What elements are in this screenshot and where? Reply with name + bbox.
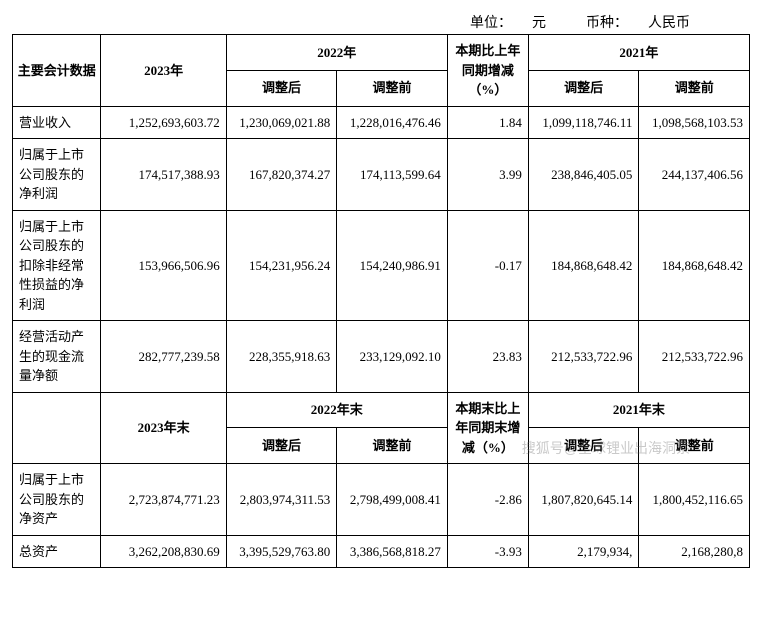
col-2021e-adj-before: 调整前 <box>639 428 750 464</box>
table-row: 归属于上市公司股东的净利润 174,517,388.93 167,820,374… <box>13 139 750 211</box>
col-2022e-adj-before: 调整前 <box>337 428 448 464</box>
col-header-2021: 2021年 <box>528 35 749 71</box>
col-header-delta-end: 本期末比上年同期末增减（%） <box>447 392 528 464</box>
table-row: 经营活动产生的现金流量净额 282,777,239.58 228,355,918… <box>13 321 750 393</box>
table-meta: 单位：元 币种：人民币 <box>12 12 750 32</box>
cell: 1,230,069,021.88 <box>226 106 337 139</box>
col-2022e-adj-after: 调整后 <box>226 428 337 464</box>
row-label: 归属于上市公司股东的净利润 <box>13 139 101 211</box>
cell: -2.86 <box>447 464 528 536</box>
table-row: 归属于上市公司股东的净资产 2,723,874,771.23 2,803,974… <box>13 464 750 536</box>
col-2021-adj-before: 调整前 <box>639 70 750 106</box>
cell: 174,517,388.93 <box>101 139 226 211</box>
table-row: 总资产 3,262,208,830.69 3,395,529,763.80 3,… <box>13 535 750 568</box>
cell: 1,800,452,116.65 <box>639 464 750 536</box>
cell: 1,098,568,103.53 <box>639 106 750 139</box>
cell: 212,533,722.96 <box>639 321 750 393</box>
cell: 174,113,599.64 <box>337 139 448 211</box>
cell: 154,231,956.24 <box>226 210 337 321</box>
cell: 3.99 <box>447 139 528 211</box>
col-header-2023: 2023年 <box>101 35 226 107</box>
col-header-blank <box>13 392 101 464</box>
cell: 1,807,820,645.14 <box>528 464 639 536</box>
cell: 167,820,374.27 <box>226 139 337 211</box>
cell: 2,803,974,311.53 <box>226 464 337 536</box>
cell: 23.83 <box>447 321 528 393</box>
cell: 244,137,406.56 <box>639 139 750 211</box>
cell: 153,966,506.96 <box>101 210 226 321</box>
cell: 1.84 <box>447 106 528 139</box>
col-2021-adj-after: 调整后 <box>528 70 639 106</box>
cell: 2,168,280,8 <box>639 535 750 568</box>
cell: 228,355,918.63 <box>226 321 337 393</box>
cell: 3,262,208,830.69 <box>101 535 226 568</box>
cell: 2,179,934, <box>528 535 639 568</box>
cell: 212,533,722.96 <box>528 321 639 393</box>
col-header-delta: 本期比上年同期增减（%） <box>447 35 528 107</box>
col-2021e-adj-after: 调整后 <box>528 428 639 464</box>
cell: 184,868,648.42 <box>528 210 639 321</box>
col-header-2023-end: 2023年末 <box>101 392 226 464</box>
header-row-3: 2023年末 2022年末 本期末比上年同期末增减（%） 2021年末 <box>13 392 750 428</box>
cell: 233,129,092.10 <box>337 321 448 393</box>
cell: 238,846,405.05 <box>528 139 639 211</box>
cell: 2,723,874,771.23 <box>101 464 226 536</box>
cell: 2,798,499,008.41 <box>337 464 448 536</box>
cell: 282,777,239.58 <box>101 321 226 393</box>
row-label: 归属于上市公司股东的净资产 <box>13 464 101 536</box>
cell: 1,099,118,746.11 <box>528 106 639 139</box>
cell: -3.93 <box>447 535 528 568</box>
cell: 1,228,016,476.46 <box>337 106 448 139</box>
col-header-2021-end: 2021年末 <box>528 392 749 428</box>
row-label: 总资产 <box>13 535 101 568</box>
cell: 3,395,529,763.80 <box>226 535 337 568</box>
col-header-main: 主要会计数据 <box>13 35 101 107</box>
cell: 3,386,568,818.27 <box>337 535 448 568</box>
financial-table: 主要会计数据 2023年 2022年 本期比上年同期增减（%） 2021年 调整… <box>12 34 750 568</box>
cell: 184,868,648.42 <box>639 210 750 321</box>
col-2022-adj-before: 调整前 <box>337 70 448 106</box>
col-header-2022: 2022年 <box>226 35 447 71</box>
unit-label: 单位：元 <box>450 12 546 32</box>
row-label: 经营活动产生的现金流量净额 <box>13 321 101 393</box>
row-label: 营业收入 <box>13 106 101 139</box>
col-header-2022-end: 2022年末 <box>226 392 447 428</box>
currency-label: 币种：人民币 <box>566 12 690 32</box>
cell: 154,240,986.91 <box>337 210 448 321</box>
col-2022-adj-after: 调整后 <box>226 70 337 106</box>
cell: -0.17 <box>447 210 528 321</box>
table-row: 归属于上市公司股东的扣除非经常性损益的净利润 153,966,506.96 15… <box>13 210 750 321</box>
table-row: 营业收入 1,252,693,603.72 1,230,069,021.88 1… <box>13 106 750 139</box>
row-label: 归属于上市公司股东的扣除非经常性损益的净利润 <box>13 210 101 321</box>
cell: 1,252,693,603.72 <box>101 106 226 139</box>
header-row-1: 主要会计数据 2023年 2022年 本期比上年同期增减（%） 2021年 <box>13 35 750 71</box>
